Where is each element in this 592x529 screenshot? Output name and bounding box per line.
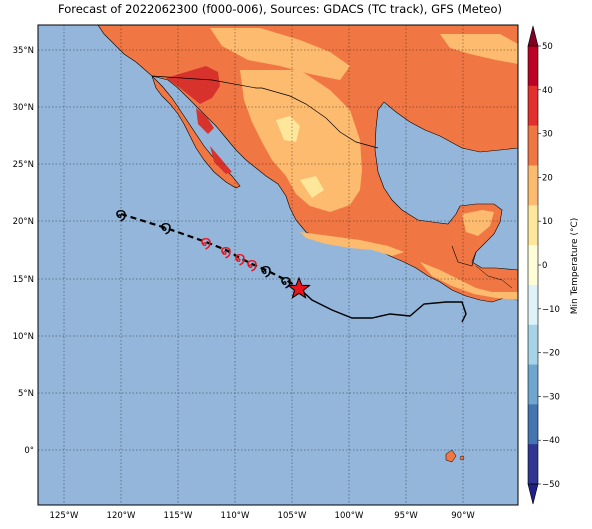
colorbar-segment <box>528 165 538 206</box>
land-north-warm <box>210 28 350 80</box>
colorbar-tick-label: −20 <box>542 349 560 359</box>
land-mild-2 <box>300 176 324 198</box>
lon-tick-label: 95°W <box>394 511 418 521</box>
tc-symbol: ໑ <box>260 260 272 281</box>
land-galapagos <box>445 449 457 463</box>
colorbar-label: Min Temperature (°C) <box>570 218 580 315</box>
colorbar-tick-label: −40 <box>542 436 560 446</box>
colorbar-tick-label: 40 <box>542 86 553 96</box>
land-yucatan-warm <box>462 210 494 236</box>
gridlines <box>38 25 518 505</box>
colorbar-segment <box>528 205 538 246</box>
colorbar-segment <box>528 125 538 166</box>
colorbar-tick-label: 20 <box>542 173 553 183</box>
land-sonora-hot2 <box>196 108 214 134</box>
land-galapagos-islet <box>459 455 465 461</box>
lat-tick-label: 20°N <box>13 217 34 227</box>
colorbar-tick-label: 30 <box>542 130 553 140</box>
lon-tick-label: 110°W <box>221 511 250 521</box>
lat-tick-label: 15°N <box>13 275 34 285</box>
lon-tick-label: 120°W <box>107 511 136 521</box>
tc-forecast-track <box>120 212 300 289</box>
lat-tick-label: 5°N <box>18 389 34 399</box>
tc-symbol-red: ໑ <box>200 232 212 253</box>
lon-tick-label: 90°W <box>451 511 475 521</box>
map-panel: ໑ ໑ ໑ ໑ ໑ ໑ ໑ ໑ <box>37 24 519 506</box>
land-peninsula-hot <box>210 146 232 174</box>
colorbar-segment <box>528 85 538 126</box>
lat-axis: 35°N 30°N 25°N 20°N 15°N 10°N 5°N 0° <box>13 46 34 456</box>
tc-current-position-star <box>287 276 311 299</box>
lon-axis: 125°W 120°W 115°W 110°W 105°W 100°W 95°W… <box>50 511 476 521</box>
colorbar-segment <box>528 245 538 286</box>
colorbar-tick-label: 0 <box>542 261 547 271</box>
colorbar-segment <box>528 364 538 405</box>
map-title: Forecast of 2022062300 (f000-006), Sourc… <box>58 2 502 16</box>
lon-tick-label: 125°W <box>50 511 79 521</box>
land-baja-california <box>151 75 241 189</box>
tc-symbol: ໑ <box>280 271 292 292</box>
land-mild-1 <box>276 116 300 142</box>
colorbar-segment <box>528 284 538 326</box>
tc-symbol-red: ໑ <box>246 254 258 275</box>
lat-tick-label: 25°N <box>13 160 34 170</box>
land-south-warm <box>300 232 404 256</box>
tc-symbol: ໑ <box>115 204 127 225</box>
land-sonora-hot <box>166 66 220 104</box>
colorbar-tick-label: 10 <box>542 217 553 227</box>
border-central-america <box>475 265 513 289</box>
lat-tick-label: 0° <box>24 446 34 456</box>
lat-tick-label: 10°N <box>13 332 34 342</box>
lat-tick-label: 35°N <box>13 46 34 56</box>
colorbar-tick-label: −50 <box>542 480 560 490</box>
land-plateau-warm <box>240 70 362 212</box>
lat-tick-label: 30°N <box>13 103 34 113</box>
colorbar-segment <box>528 46 538 87</box>
map-frame <box>37 24 519 506</box>
land-central-america-warm <box>420 262 518 300</box>
colorbar-segment <box>528 404 538 445</box>
colorbar-extend-bottom <box>527 483 539 505</box>
colorbar-tick-label: −30 <box>542 392 560 402</box>
tc-past-track <box>298 287 467 323</box>
colorbar-segment <box>528 324 538 365</box>
land-east-warm <box>440 34 518 64</box>
lon-tick-label: 105°W <box>278 511 307 521</box>
colorbar-tick-label: −10 <box>542 305 560 315</box>
tc-symbol-red: ໑ <box>220 241 232 262</box>
lon-tick-label: 100°W <box>335 511 364 521</box>
tc-symbols-black: ໑ ໑ ໑ ໑ <box>115 204 292 292</box>
border-us-mexico <box>151 75 379 149</box>
lon-tick-label: 115°W <box>164 511 193 521</box>
tc-symbols-red: ໑ ໑ ໑ ໑ <box>200 232 258 275</box>
tc-symbol: ໑ <box>160 217 172 238</box>
border-guatemala <box>451 245 477 267</box>
colorbar-tick-label: 50 <box>542 42 553 52</box>
colorbar-segment <box>528 444 538 485</box>
colorbar-extend-top <box>527 25 539 47</box>
colorbar: 50 40 30 20 10 0 −10 −20 −30 −40 −50 <box>527 25 560 505</box>
tc-symbol-red: ໑ <box>234 248 246 269</box>
